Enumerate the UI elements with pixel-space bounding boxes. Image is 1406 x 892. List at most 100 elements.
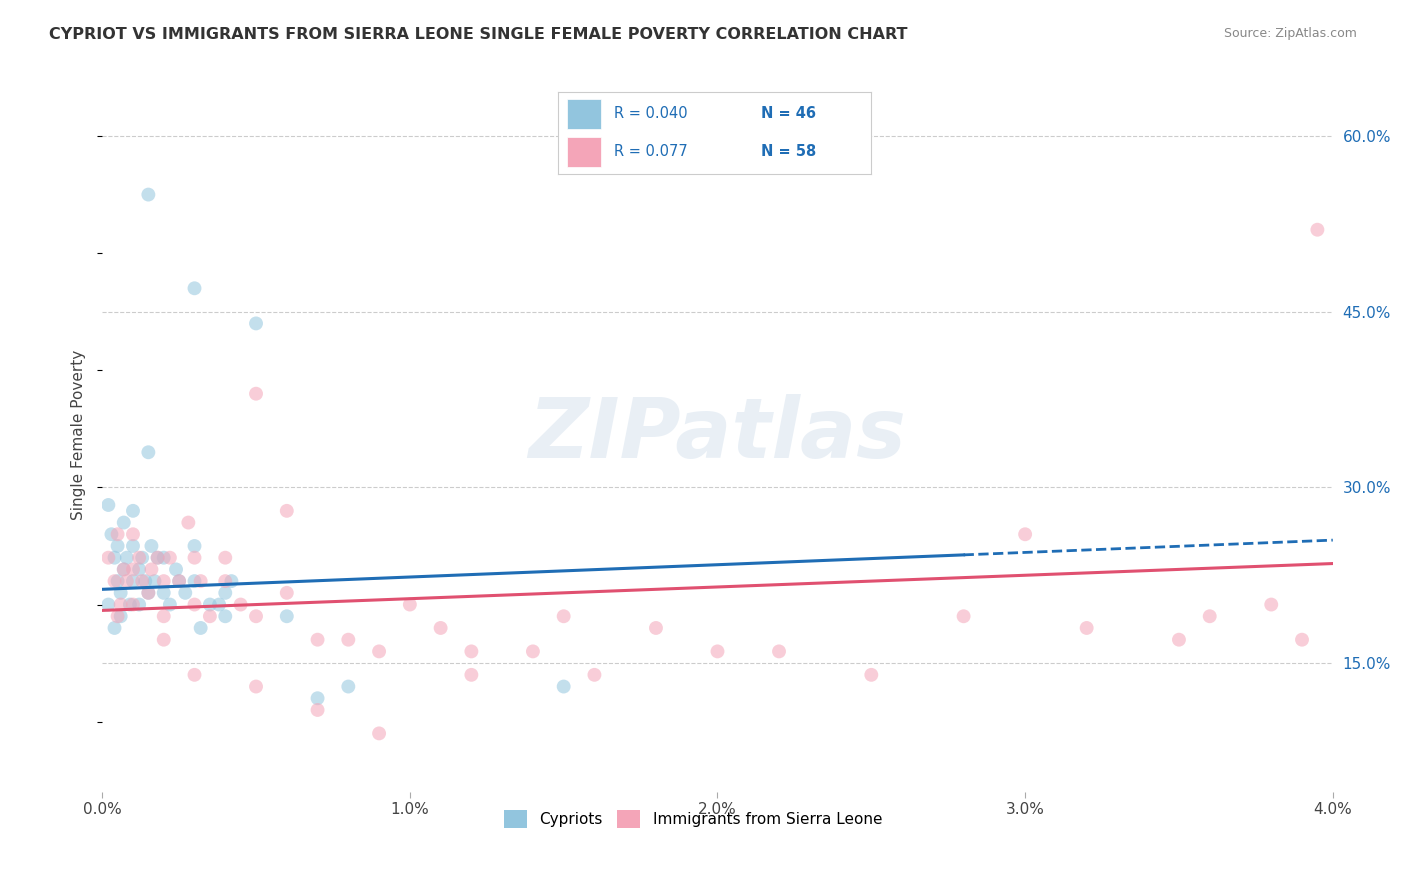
Point: [214, 586, 236, 600]
Point: [97, 498, 120, 512]
Point: [146, 550, 169, 565]
Point: [115, 550, 138, 565]
Point: [118, 598, 141, 612]
Point: [1014, 527, 1036, 541]
Point: [138, 187, 160, 202]
Text: CYPRIOT VS IMMIGRANTS FROM SIERRA LEONE SINGLE FEMALE POVERTY CORRELATION CHART: CYPRIOT VS IMMIGRANTS FROM SIERRA LEONE …: [49, 27, 908, 42]
Point: [307, 703, 329, 717]
Point: [768, 644, 790, 658]
Point: [138, 586, 160, 600]
Point: [107, 539, 129, 553]
Point: [107, 574, 129, 588]
Point: [952, 609, 974, 624]
Point: [165, 562, 187, 576]
Point: [97, 598, 120, 612]
Point: [122, 562, 145, 576]
Legend: Cypriots, Immigrants from Sierra Leone: Cypriots, Immigrants from Sierra Leone: [498, 804, 889, 834]
Point: [583, 668, 606, 682]
Point: [208, 598, 231, 612]
Point: [128, 550, 150, 565]
Y-axis label: Single Female Poverty: Single Female Poverty: [72, 350, 86, 520]
Point: [368, 726, 391, 740]
Point: [399, 598, 422, 612]
Point: [307, 691, 329, 706]
Point: [131, 574, 153, 588]
Point: [134, 574, 156, 588]
Point: [460, 644, 482, 658]
Point: [460, 668, 482, 682]
Point: [152, 550, 174, 565]
Point: [214, 574, 236, 588]
Point: [112, 516, 135, 530]
Point: [245, 386, 267, 401]
Point: [107, 527, 129, 541]
Point: [1291, 632, 1313, 647]
Point: [368, 644, 391, 658]
Point: [138, 445, 160, 459]
Point: [110, 598, 132, 612]
Point: [110, 609, 132, 624]
Point: [429, 621, 451, 635]
Point: [122, 539, 145, 553]
Point: [167, 574, 190, 588]
Point: [337, 632, 360, 647]
Point: [115, 574, 138, 588]
Point: [103, 621, 125, 635]
Point: [138, 586, 160, 600]
Point: [190, 621, 212, 635]
Point: [245, 680, 267, 694]
Point: [245, 609, 267, 624]
Point: [276, 586, 298, 600]
Point: [1306, 223, 1329, 237]
Point: [122, 574, 145, 588]
Point: [198, 609, 221, 624]
Point: [131, 550, 153, 565]
Point: [1260, 598, 1282, 612]
Point: [122, 598, 145, 612]
Point: [276, 609, 298, 624]
Text: Source: ZipAtlas.com: Source: ZipAtlas.com: [1223, 27, 1357, 40]
Point: [152, 586, 174, 600]
Point: [1198, 609, 1220, 624]
Point: [198, 598, 221, 612]
Point: [103, 550, 125, 565]
Point: [553, 680, 575, 694]
Point: [143, 574, 166, 588]
Point: [245, 317, 267, 331]
Point: [1076, 621, 1098, 635]
Point: [183, 281, 205, 295]
Point: [1168, 632, 1191, 647]
Point: [214, 550, 236, 565]
Point: [645, 621, 668, 635]
Point: [522, 644, 544, 658]
Point: [214, 609, 236, 624]
Point: [141, 562, 163, 576]
Point: [183, 574, 205, 588]
Point: [152, 632, 174, 647]
Point: [174, 586, 197, 600]
Point: [307, 632, 329, 647]
Point: [221, 574, 243, 588]
Point: [128, 598, 150, 612]
Point: [103, 574, 125, 588]
Point: [128, 562, 150, 576]
Point: [183, 668, 205, 682]
Point: [122, 527, 145, 541]
Point: [112, 562, 135, 576]
Point: [167, 574, 190, 588]
Point: [112, 562, 135, 576]
Point: [97, 550, 120, 565]
Point: [110, 586, 132, 600]
Point: [190, 574, 212, 588]
Point: [337, 680, 360, 694]
Point: [860, 668, 883, 682]
Text: ZIPatlas: ZIPatlas: [529, 394, 907, 475]
Point: [276, 504, 298, 518]
Point: [100, 527, 122, 541]
Point: [183, 539, 205, 553]
Point: [177, 516, 200, 530]
Point: [706, 644, 728, 658]
Point: [553, 609, 575, 624]
Point: [159, 550, 181, 565]
Point: [159, 598, 181, 612]
